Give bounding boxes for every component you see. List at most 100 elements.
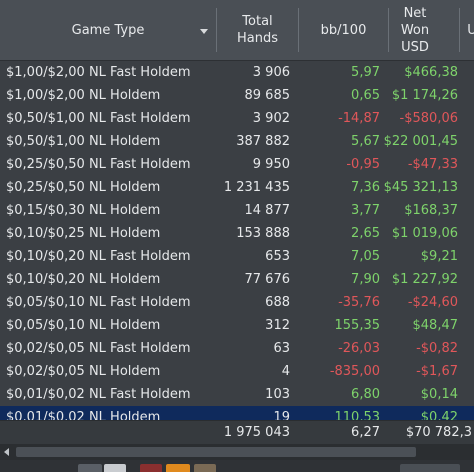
column-divider[interactable] (216, 8, 217, 52)
bb100-cell: -26,03 (338, 341, 380, 356)
net-won-cell: $1 174,26 (391, 88, 458, 103)
table-row[interactable]: $0,01/$0,02 NL Fast Holdem 103 6,80 $0,14 (0, 383, 474, 406)
horizontal-scrollbar[interactable] (0, 444, 474, 460)
table-row[interactable]: $0,02/$0,05 NL Holdem 4 -835,00 -$1,67 (0, 360, 474, 383)
net-won-cell: -$47,33 (407, 157, 458, 172)
table-row[interactable]: $0,50/$1,00 NL Holdem 387 882 5,67 $22 001,… (0, 130, 474, 153)
column-header-game-type[interactable]: Game Type (0, 0, 216, 60)
game-type-cell: $0,25/$0,50 NL Holdem (6, 180, 161, 195)
total-hands-cell: 103 (265, 387, 290, 402)
column-header-net-won-label: Net Won USD (400, 5, 430, 55)
total-hands-cell: 688 (265, 295, 290, 310)
table-row[interactable]: $0,05/$0,10 NL Fast Holdem 688 -35,76 -$24,… (0, 291, 474, 314)
column-divider[interactable] (459, 8, 460, 52)
net-won-cell: $0,14 (420, 387, 458, 402)
total-hands-cell: 3 906 (252, 65, 290, 80)
net-won-cell: $45 321,13 (383, 180, 458, 195)
scrollbar-thumb[interactable] (16, 447, 416, 457)
game-type-cell: $0,05/$0,10 NL Holdem (6, 318, 161, 333)
game-type-cell: $0,15/$0,30 NL Holdem (6, 203, 161, 218)
toolbar-button[interactable] (194, 464, 216, 472)
game-type-cell: $0,05/$0,10 NL Fast Holdem (6, 295, 191, 310)
net-won-cell: $1 019,06 (391, 226, 458, 241)
table-row[interactable]: $0,10/$0,20 NL Holdem 77 676 7,90 $1 227,92 (0, 268, 474, 291)
game-type-cell: $0,01/$0,02 NL Fast Holdem (6, 387, 191, 402)
table-row[interactable]: $1,00/$2,00 NL Fast Holdem 3 906 5,97 $466,… (0, 61, 474, 84)
toolbar-button[interactable] (400, 464, 460, 472)
total-hands-cell: 4 (281, 364, 290, 379)
bb100-cell: -35,76 (338, 295, 380, 310)
table-row[interactable]: $0,25/$0,50 NL Fast Holdem 9 950 -0,95 -$47… (0, 153, 474, 176)
total-hands: 1 975 043 (223, 425, 290, 440)
bb100-cell: 110,53 (334, 410, 381, 420)
total-bb100: 6,27 (351, 425, 380, 440)
total-hands-cell: 312 (265, 318, 290, 333)
toolbar-button[interactable] (166, 464, 190, 472)
total-hands-cell: 9 950 (252, 157, 290, 172)
total-hands-cell: 3 902 (252, 111, 290, 126)
bb100-cell: 155,35 (334, 318, 381, 333)
bottom-toolbar (0, 460, 474, 472)
bb100-cell: 7,36 (351, 180, 380, 195)
table-header: Game Type Total Hands bb/100 Net Won USD… (0, 0, 474, 61)
table-row[interactable]: $0,02/$0,05 NL Fast Holdem 63 -26,03 -$0,82 (0, 337, 474, 360)
net-won-cell: -$1,67 (416, 364, 458, 379)
column-header-bb100-label: bb/100 (320, 22, 367, 38)
bb100-cell: 5,67 (351, 134, 380, 149)
table-row[interactable]: $0,10/$0,20 NL Fast Holdem 653 7,05 $9,21 (0, 245, 474, 268)
column-header-extra[interactable]: U (465, 0, 474, 60)
column-header-net-won[interactable]: Net Won USD (389, 0, 441, 60)
net-won-cell: $9,21 (420, 249, 458, 264)
bb100-cell: 6,80 (351, 387, 380, 402)
net-won-cell: -$580,06 (399, 111, 458, 126)
column-divider[interactable] (298, 8, 299, 52)
total-hands-cell: 19 (273, 410, 290, 420)
column-divider[interactable] (388, 8, 389, 52)
game-type-cell: $0,50/$1,00 NL Fast Holdem (6, 111, 191, 126)
bb100-cell: 7,90 (351, 272, 380, 287)
game-type-cell: $1,00/$2,00 NL Fast Holdem (6, 65, 191, 80)
total-hands-cell: 153 888 (236, 226, 290, 241)
net-won-cell: $22 001,45 (383, 134, 458, 149)
total-net-won: $70 782,3 (405, 425, 472, 440)
game-type-cell: $0,01/$0,02 NL Holdem (6, 410, 161, 420)
table-row[interactable]: $0,25/$0,50 NL Holdem 1 231 435 7,36 $45 32… (0, 176, 474, 199)
column-header-bb100[interactable]: bb/100 (299, 0, 388, 60)
table-row[interactable]: $0,10/$0,25 NL Holdem 153 888 2,65 $1 019,0… (0, 222, 474, 245)
game-type-cell: $0,10/$0,25 NL Holdem (6, 226, 161, 241)
net-won-cell: $168,37 (404, 203, 458, 218)
column-header-extra-label: U (467, 22, 474, 38)
toolbar-button[interactable] (140, 464, 162, 472)
game-type-cell: $0,02/$0,05 NL Holdem (6, 364, 161, 379)
net-won-cell: $466,38 (404, 65, 458, 80)
toolbar-button[interactable] (78, 464, 102, 472)
game-type-cell: $0,25/$0,50 NL Fast Holdem (6, 157, 191, 172)
column-header-total-hands[interactable]: Total Hands (217, 0, 298, 60)
table-row[interactable]: $0,01/$0,02 NL Holdem 19 110,53 $0,42 (0, 406, 474, 420)
total-hands-cell: 14 877 (244, 203, 291, 218)
total-hands-cell: 653 (265, 249, 290, 264)
column-header-total-hands-label: Total Hands (236, 14, 278, 46)
column-header-game-type-label: Game Type (71, 22, 145, 38)
bb100-cell: -14,87 (338, 111, 380, 126)
table-row[interactable]: $0,50/$1,00 NL Fast Holdem 3 902 -14,87 -$5… (0, 107, 474, 130)
table-row[interactable]: $1,00/$2,00 NL Holdem 89 685 0,65 $1 174,26 (0, 84, 474, 107)
game-type-cell: $0,50/$1,00 NL Holdem (6, 134, 161, 149)
bb100-cell: 5,97 (351, 65, 380, 80)
toolbar-button[interactable] (104, 464, 126, 472)
chevron-down-icon[interactable] (200, 29, 208, 34)
net-won-cell: $48,47 (412, 318, 459, 333)
net-won-cell: -$24,60 (407, 295, 458, 310)
scroll-left-icon[interactable] (4, 448, 9, 456)
game-type-cell: $1,00/$2,00 NL Holdem (6, 88, 161, 103)
game-type-cell: $0,10/$0,20 NL Fast Holdem (6, 249, 191, 264)
bb100-cell: 0,65 (351, 88, 380, 103)
bb100-cell: 7,05 (351, 249, 380, 264)
table-row[interactable]: $0,15/$0,30 NL Holdem 14 877 3,77 $168,37 (0, 199, 474, 222)
table-row[interactable]: $0,05/$0,10 NL Holdem 312 155,35 $48,47 (0, 314, 474, 337)
table-body: $1,00/$2,00 NL Fast Holdem 3 906 5,97 $466,… (0, 61, 474, 420)
game-type-cell: $0,10/$0,20 NL Holdem (6, 272, 161, 287)
game-type-cell: $0,02/$0,05 NL Fast Holdem (6, 341, 191, 356)
total-hands-cell: 1 231 435 (223, 180, 290, 195)
total-hands-cell: 387 882 (236, 134, 290, 149)
